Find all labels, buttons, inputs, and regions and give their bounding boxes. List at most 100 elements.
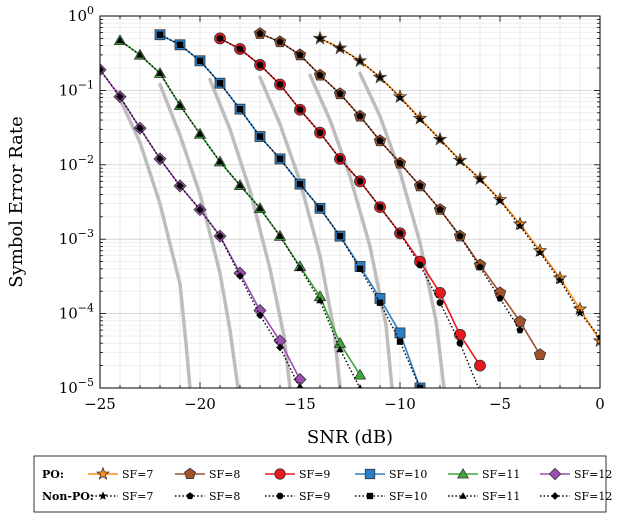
nonpo-data-point	[375, 72, 385, 82]
nonpo-data-point	[316, 129, 324, 137]
legend-entry-po: SF=9	[265, 468, 330, 481]
y-tick-labels: 100 10−1 10−2 10−3 10−4 10−5	[59, 4, 94, 397]
nonpo-series-line	[159, 34, 421, 388]
nonpo-data-point	[216, 34, 224, 42]
nonpo-data-point	[555, 275, 565, 285]
gray-reference-curve	[208, 77, 292, 388]
nonpo-data-point	[156, 155, 164, 163]
plot-area	[100, 16, 600, 388]
nonpo-data-point	[416, 182, 424, 190]
nonpo-data-point	[316, 71, 324, 79]
nonpo-data-point	[396, 159, 404, 167]
legend-marker	[98, 491, 108, 500]
y-tick-label: 10−3	[59, 227, 94, 248]
nonpo-data-point	[276, 343, 284, 352]
legend: PO: Non-PO: SF=7 SF=8 SF=9 SF=10 SF=11 SF=12 S…	[33, 455, 612, 513]
nonpo-data-point	[316, 205, 324, 212]
nonpo-data-point	[316, 296, 324, 304]
nonpo-data-point	[176, 101, 184, 109]
nonpo-data-point	[276, 232, 284, 239]
x-tick-label: −25	[84, 395, 116, 413]
plot-frame	[99, 15, 601, 389]
legend-entry-po: SF=10	[355, 468, 427, 481]
nonpo-data-point	[336, 232, 344, 240]
nonpo-data-point	[256, 311, 264, 320]
po-data-point	[434, 286, 446, 299]
nonpo-data-point	[336, 345, 344, 353]
x-tick-label: −10	[384, 395, 416, 413]
legend-marker	[364, 468, 376, 480]
po-data-point	[394, 327, 406, 339]
legend-marker	[184, 467, 196, 480]
legend-entry-nonpo: SF=10	[355, 490, 427, 503]
nonpo-data-point	[176, 41, 184, 48]
nonpo-data-point	[176, 182, 184, 190]
nonpo-data-point	[376, 203, 384, 211]
nonpo-data-point	[256, 204, 264, 212]
y-tick-label: 10−4	[59, 302, 94, 323]
nonpo-data-point	[236, 272, 244, 280]
legend-marker	[186, 492, 194, 500]
legend-marker	[276, 492, 284, 500]
nonpo-data-point	[335, 43, 345, 52]
axis-ticks	[99, 15, 601, 389]
nonpo-data-point	[136, 124, 144, 133]
gray-reference-curve	[158, 82, 240, 388]
gray-reference-curve	[358, 71, 446, 388]
nonpo-data-point	[355, 56, 365, 65]
nonpo-data-point	[515, 221, 525, 230]
y-axis-title: Symbol Error Rate	[6, 116, 27, 288]
nonpo-data-point	[575, 308, 585, 317]
nonpo-data-point	[276, 81, 284, 88]
nonpo-series-sf-12	[100, 65, 304, 388]
gray-reference-curve	[258, 75, 342, 388]
x-tick-label: −15	[284, 395, 316, 413]
gray-reference-curve	[114, 88, 192, 388]
gray-reference-curves	[114, 71, 446, 388]
legend-entry-po: SF=11	[448, 467, 520, 481]
nonpo-data-point	[296, 264, 304, 271]
legend-entry-nonpo: SF=9	[265, 490, 330, 503]
nonpo-data-point	[216, 80, 224, 87]
y-tick-label: 10−1	[59, 78, 94, 99]
nonpo-data-point	[495, 195, 505, 205]
nonpo-data-point	[156, 69, 164, 76]
x-tick-label: −5	[489, 395, 511, 413]
nonpo-data-point	[535, 248, 545, 257]
legend-entry-nonpo: SF=12	[540, 490, 612, 503]
nonpo-series-line	[219, 37, 480, 388]
legend-entry-nonpo: SF=11	[448, 490, 520, 503]
nonpo-data-point	[336, 90, 344, 97]
nonpo-data-point	[436, 299, 444, 307]
nonpo-data-point	[516, 326, 524, 334]
nonpo-data-point	[476, 263, 484, 271]
legend-label: SF=11	[482, 468, 520, 481]
nonpo-data-point	[435, 134, 445, 144]
po-data-point	[474, 359, 486, 372]
nonpo-data-point	[296, 51, 304, 58]
nonpo-data-point	[436, 205, 444, 213]
legend-label: SF=10	[389, 490, 427, 503]
gray-reference-curve	[308, 73, 394, 388]
legend-label: SF=7	[122, 468, 153, 481]
nonpo-data-point	[116, 92, 124, 101]
nonpo-data-point	[276, 155, 284, 163]
nonpo-series-line	[259, 32, 521, 331]
legend-marker	[366, 492, 374, 500]
nonpo-data-point	[296, 106, 304, 114]
nonpo-data-point	[396, 229, 404, 237]
nonpo-data-point	[336, 155, 344, 163]
nonpo-data-point	[216, 157, 224, 165]
legend-entry-nonpo: SF=7	[88, 490, 153, 503]
nonpo-data-point	[356, 177, 364, 185]
po-data-point	[454, 328, 466, 341]
nonpo-data-point	[236, 105, 244, 113]
legend-label: SF=10	[389, 468, 427, 481]
po-data-point	[353, 368, 367, 380]
nonpo-data-point	[456, 232, 464, 240]
nonpo-data-point	[156, 31, 164, 38]
legend-label: SF=12	[574, 468, 612, 481]
nonpo-series-sf-8	[256, 29, 524, 334]
legend-marker	[548, 467, 562, 481]
